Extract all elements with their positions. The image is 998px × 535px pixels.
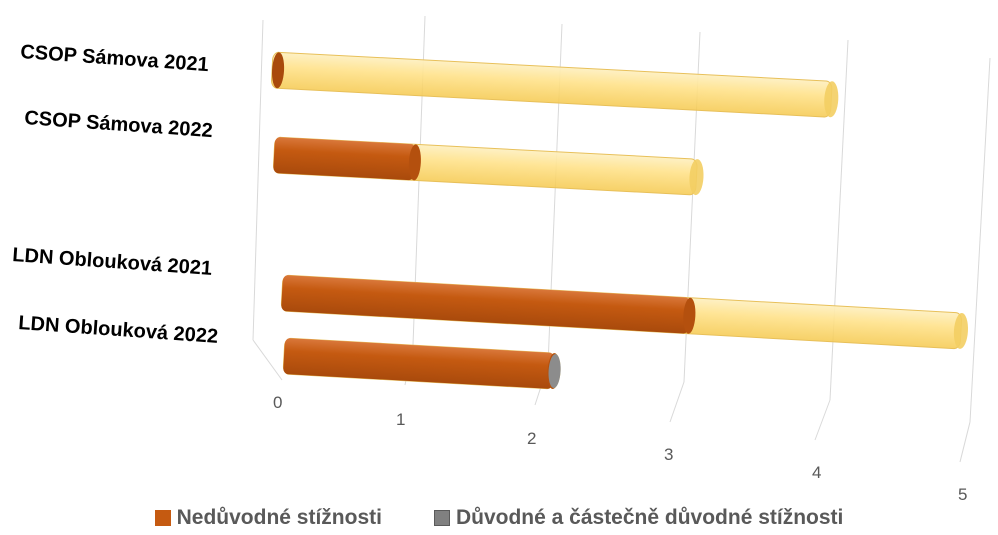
category-label: LDN Oblouková 2022 — [18, 312, 219, 348]
bar-group — [271, 51, 839, 118]
bar-cap — [953, 312, 968, 349]
gridline-floor — [669, 381, 685, 423]
legend-swatch-orange — [154, 510, 171, 526]
bar-cap — [689, 159, 704, 196]
x-tick-label: 4 — [812, 463, 821, 482]
gridline — [969, 57, 991, 423]
x-tick-label: 3 — [664, 445, 673, 464]
category-label: CSOP Sámova 2022 — [24, 107, 214, 142]
bar-cap — [683, 297, 696, 334]
legend: Nedůvodné stížnosti Důvodné a částečně d… — [0, 506, 998, 530]
bar-nedu — [273, 137, 416, 181]
legend-label: Nedůvodné stížnosti — [176, 506, 382, 529]
x-axis-tick-labels: 0 1 2 3 4 5 — [273, 393, 967, 500]
category-label: CSOP Sámova 2021 — [20, 41, 210, 76]
legend-label: Důvodné a částečně důvodné stížnosti — [455, 506, 844, 529]
category-labels: CSOP Sámova 2021 CSOP Sámova 2022 LDN Oblo… — [12, 41, 219, 348]
bar-cap — [408, 144, 421, 181]
x-tick-label: 1 — [396, 410, 405, 429]
bar-chart: CSOP Sámova 2021 CSOP Sámova 2022 LDN Oblo… — [12, 15, 991, 500]
bar-nedu — [283, 338, 555, 389]
bars — [271, 51, 968, 390]
bar-group — [273, 136, 704, 196]
legend-swatch-gray — [433, 510, 450, 526]
x-tick-label: 0 — [273, 393, 282, 412]
gridline-floor — [252, 339, 283, 381]
bar-nedu — [281, 275, 691, 334]
bar-group — [280, 274, 968, 350]
gridline-floor — [959, 421, 971, 463]
gridline — [252, 19, 264, 341]
bar-nedu-zero — [271, 52, 285, 89]
bar-total-overlay — [271, 51, 833, 118]
category-label: LDN Oblouková 2021 — [12, 244, 213, 280]
bar-cap — [824, 81, 839, 118]
bar-end-gray — [548, 354, 561, 389]
x-tick-label: 5 — [958, 485, 967, 500]
gridline-floor — [814, 399, 831, 441]
bar-group — [282, 337, 561, 390]
x-tick-label: 2 — [527, 429, 536, 448]
legend-item-nedu: Nedůvodné stížnosti — [154, 506, 382, 530]
legend-item-duvodne: Důvodné a částečně důvodné stížnosti — [433, 506, 844, 530]
